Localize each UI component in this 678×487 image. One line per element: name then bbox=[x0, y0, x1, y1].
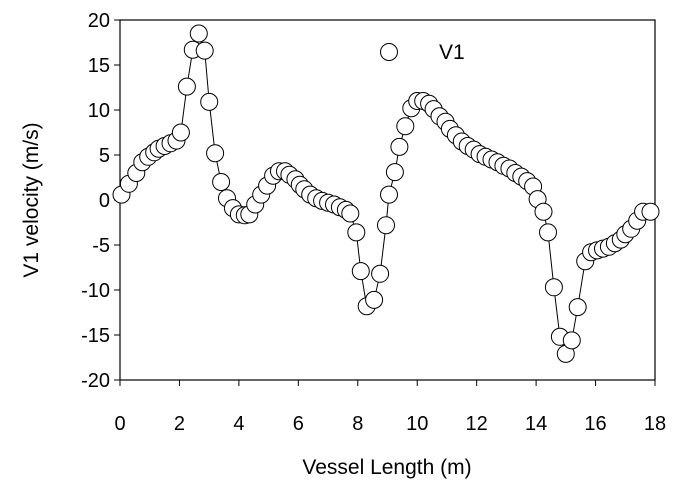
data-point bbox=[212, 173, 231, 191]
data-point bbox=[562, 331, 581, 350]
data-point bbox=[206, 144, 225, 163]
y-axis-title: V1 velocity (m/s) bbox=[20, 122, 43, 277]
legend-marker bbox=[380, 43, 398, 61]
data-point bbox=[385, 163, 404, 182]
y-tick-label: 5 bbox=[99, 145, 110, 167]
y-tick-label: -20 bbox=[81, 370, 110, 392]
data-point bbox=[390, 137, 409, 156]
y-tick-label: -10 bbox=[81, 280, 110, 302]
y-tick-label: 20 bbox=[88, 10, 110, 32]
data-point bbox=[195, 41, 214, 60]
y-tick-label: -15 bbox=[81, 325, 110, 347]
data-point bbox=[365, 290, 384, 309]
legend-label: V1 bbox=[439, 41, 465, 64]
data-point bbox=[377, 216, 395, 235]
data-point bbox=[341, 204, 360, 223]
x-tick-label: 6 bbox=[293, 413, 304, 435]
data-point bbox=[396, 117, 415, 136]
x-tick-label: 12 bbox=[466, 413, 488, 435]
data-point bbox=[568, 298, 587, 317]
data-point bbox=[544, 278, 563, 297]
data-point bbox=[177, 77, 196, 96]
data-point bbox=[539, 223, 557, 242]
data-point bbox=[171, 123, 190, 142]
data-point bbox=[189, 24, 208, 43]
y-tick-label: -5 bbox=[92, 235, 110, 257]
legend: V1 bbox=[380, 41, 465, 64]
data-point bbox=[200, 92, 219, 111]
x-tick-label: 14 bbox=[525, 413, 547, 435]
data-point bbox=[534, 202, 553, 221]
y-axis: 20 15 10 5 0 -5 -10 -15 -20 bbox=[81, 10, 120, 392]
x-axis-title: Vessel Length (m) bbox=[302, 456, 471, 479]
y-tick-label: 10 bbox=[88, 100, 110, 122]
x-tick-label: 0 bbox=[114, 413, 125, 435]
data-point bbox=[380, 185, 398, 204]
x-tick-label: 16 bbox=[584, 413, 606, 435]
y-tick-label: 15 bbox=[88, 55, 110, 77]
data-point bbox=[371, 264, 390, 283]
data-point bbox=[351, 262, 370, 281]
series-layer bbox=[112, 24, 660, 363]
data-point bbox=[641, 202, 660, 221]
x-tick-label: 8 bbox=[352, 413, 363, 435]
x-axis: 0 2 4 6 8 10 12 14 16 18 bbox=[114, 380, 666, 435]
y-tick-label: 0 bbox=[99, 190, 110, 212]
x-tick-label: 18 bbox=[644, 413, 666, 435]
data-point bbox=[347, 223, 366, 242]
x-tick-label: 10 bbox=[406, 413, 428, 435]
x-tick-label: 4 bbox=[233, 413, 244, 435]
x-tick-label: 2 bbox=[174, 413, 185, 435]
